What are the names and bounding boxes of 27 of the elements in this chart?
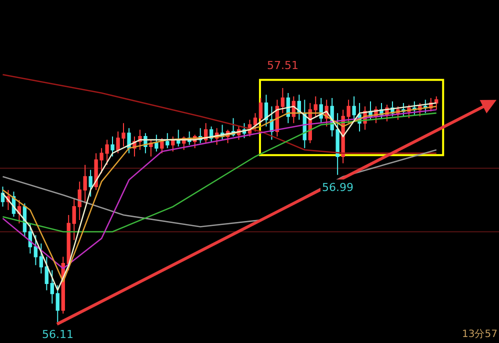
candlestick <box>44 256 48 291</box>
candlestick <box>39 242 44 274</box>
candlestick <box>34 234 38 266</box>
candlestick <box>17 199 22 224</box>
candlestick <box>314 96 318 117</box>
candlestick <box>253 112 258 132</box>
candlestick <box>56 284 60 322</box>
candlestick <box>264 94 268 127</box>
candlestick <box>166 132 170 149</box>
candlestick <box>258 98 263 124</box>
candlestick <box>280 88 285 114</box>
candlestick <box>204 122 208 144</box>
candlestick <box>50 270 54 304</box>
annotation: 56.99 <box>322 181 354 194</box>
candlestick <box>176 129 180 147</box>
candlestick <box>88 169 92 198</box>
candlestick <box>28 222 32 254</box>
candlestick <box>72 198 76 241</box>
annotation: 57.51 <box>267 59 298 72</box>
annotation: 56.11 <box>42 328 74 341</box>
candlestick <box>154 134 158 152</box>
text: 13分57 <box>462 328 498 340</box>
candlestick <box>110 136 114 158</box>
candlestick <box>0 186 5 208</box>
candlestick <box>434 96 438 110</box>
candlestick <box>160 138 164 154</box>
candlestick <box>171 136 175 152</box>
